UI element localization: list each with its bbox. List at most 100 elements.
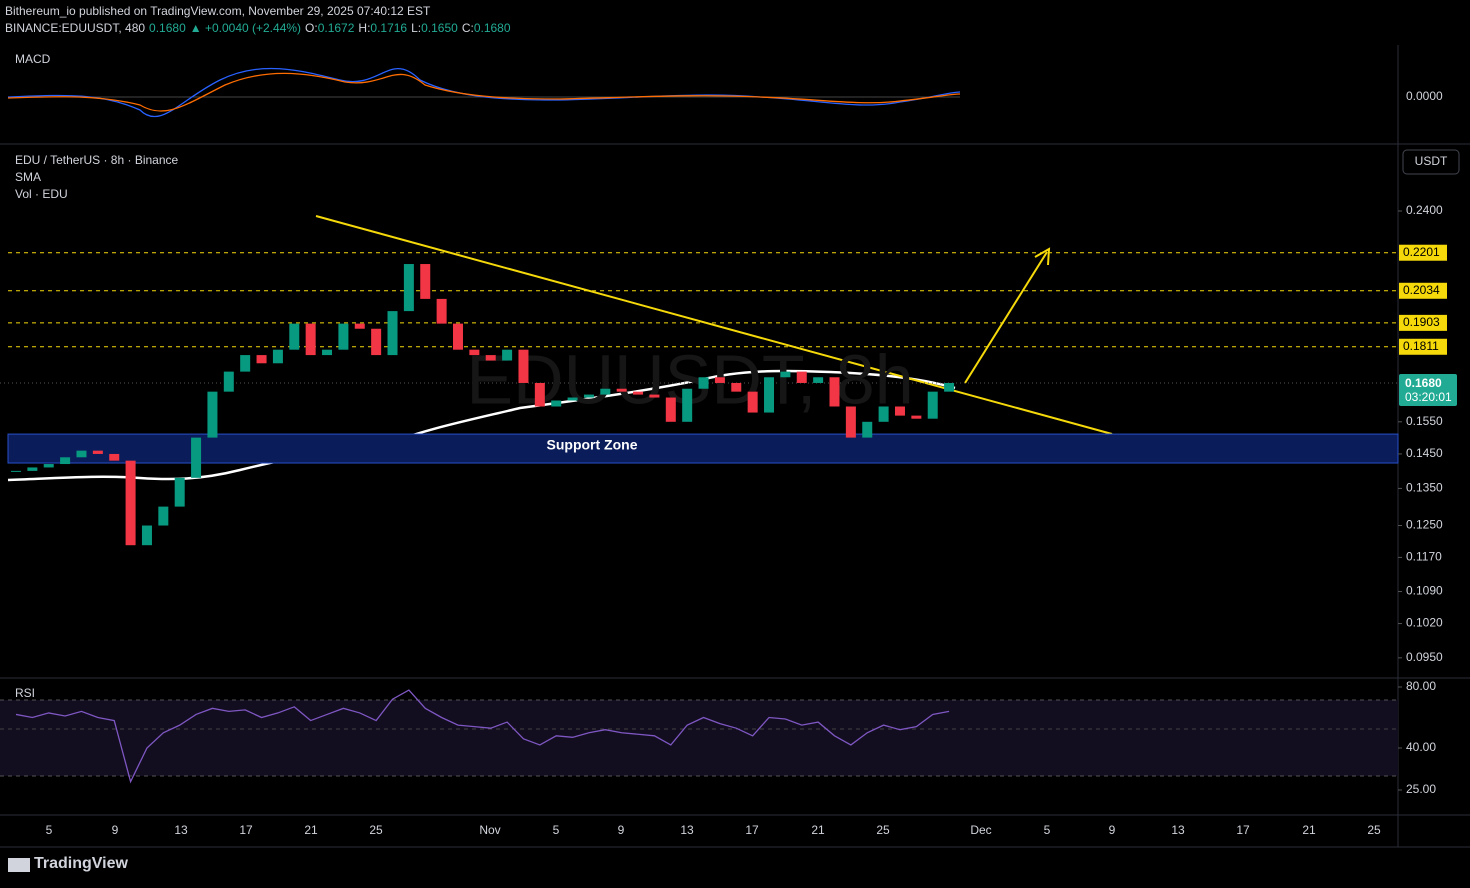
x-tick-label: 17: [745, 823, 759, 837]
quote-o-label: O:: [305, 21, 318, 35]
x-tick-label: 9: [112, 823, 119, 837]
x-tick-label: 9: [1109, 823, 1116, 837]
content: Bithereum_io published on TradingView.co…: [5, 4, 1460, 872]
candle: [796, 371, 807, 383]
support-label: Support Zone: [547, 437, 638, 453]
candle: [813, 377, 824, 383]
candle: [403, 264, 414, 312]
candle: [76, 450, 87, 458]
candle: [665, 397, 676, 422]
countdown: 03:20:01: [1405, 390, 1452, 404]
candle: [223, 371, 234, 392]
quote-h-label: H:: [358, 21, 370, 35]
candle: [256, 355, 267, 364]
x-tick-label: Dec: [970, 823, 991, 837]
candle: [534, 382, 545, 407]
candle: [567, 397, 578, 401]
candle: [485, 355, 496, 361]
candle: [11, 470, 21, 472]
footer-brand: TradingView: [34, 855, 129, 872]
candle: [714, 377, 725, 383]
candle: [764, 377, 775, 413]
layout: [0, 45, 1470, 872]
y-tick-label: 0.1550: [1406, 414, 1443, 428]
x-tick-label: 5: [1044, 823, 1051, 837]
y-tick-label: 0.1450: [1406, 446, 1443, 460]
candle: [878, 406, 889, 422]
quote-last: 0.1680: [149, 21, 186, 35]
x-tick-label: 9: [618, 823, 625, 837]
candle: [305, 323, 316, 356]
candle: [240, 355, 251, 372]
y-tick-label: 0.1090: [1406, 584, 1443, 598]
sma-legend: SMA: [15, 170, 41, 184]
candle: [551, 400, 562, 407]
y-tick-label: 0.1350: [1406, 481, 1443, 495]
candle: [682, 388, 693, 422]
quote-c: 0.1680: [474, 21, 511, 35]
candle: [616, 388, 627, 392]
vol-legend: Vol · EDU: [15, 187, 68, 201]
level-label: 0.1903: [1403, 315, 1440, 329]
candle: [109, 453, 120, 461]
quote-change: ▲ +0.0040 (+2.44%): [190, 21, 301, 35]
level-box: [1399, 282, 1447, 299]
quote-l: 0.1650: [421, 21, 458, 35]
macd-title: MACD: [15, 52, 51, 66]
level-box: [1399, 314, 1447, 331]
candle: [174, 477, 185, 507]
candle: [862, 421, 873, 438]
rsi-line: [15, 689, 950, 784]
rsi-tick-label: 40.00: [1406, 740, 1436, 754]
level-label: 0.2201: [1403, 245, 1440, 259]
x-tick-label: 17: [1236, 823, 1250, 837]
quote-symbol: BINANCE:EDUUSDT, 480: [5, 21, 145, 35]
candle: [469, 349, 480, 356]
header-line: Bithereum_io published on TradingView.co…: [5, 4, 431, 18]
x-tick-label: Nov: [479, 823, 500, 837]
header-quote: BINANCE:EDUUSDT, 480 0.1680 ▲ +0.0040 (+2.…: [5, 21, 511, 35]
level-label: 0.1811: [1403, 339, 1439, 353]
main-title: EDU / TetherUS · 8h · Binance: [15, 153, 179, 167]
price-box: [1399, 373, 1457, 406]
candle: [43, 464, 54, 468]
candle: [829, 377, 840, 407]
rsi-title: RSI: [15, 686, 35, 700]
x-tick-label: 5: [46, 823, 53, 837]
candle: [272, 349, 283, 364]
candle: [387, 311, 398, 356]
support-zone: [7, 433, 1399, 464]
quote-o: 0.1672: [318, 21, 355, 35]
quote-c-label: C:: [462, 21, 474, 35]
candle: [518, 349, 529, 383]
x-tick-label: 13: [174, 823, 188, 837]
quote-h: 0.1716: [370, 21, 407, 35]
rsi-tick-label: 25.00: [1406, 782, 1436, 796]
price-label: 0.1680: [1405, 376, 1442, 390]
candle: [894, 406, 905, 416]
x-tick-label: 25: [876, 823, 890, 837]
quote-l-label: L:: [411, 21, 421, 35]
candle: [502, 349, 513, 361]
x-tick-label: 13: [1171, 823, 1185, 837]
x-tick-label: 25: [1367, 823, 1381, 837]
candle: [845, 406, 856, 438]
x-tick-label: 21: [811, 823, 825, 837]
level-box: [1399, 338, 1447, 355]
currency-box: [1402, 149, 1460, 175]
macd-zero: 0.0000: [1406, 89, 1443, 103]
currency: USDT: [1415, 154, 1448, 168]
y-tick-label: 0.1170: [1406, 550, 1442, 564]
candle: [92, 450, 103, 454]
y-tick-label: 0.1250: [1406, 518, 1443, 532]
candle: [191, 437, 202, 478]
candle: [633, 391, 644, 395]
candle: [125, 460, 136, 546]
candle: [731, 382, 742, 392]
candle: [600, 388, 611, 395]
y-tick-label: 0.1020: [1406, 616, 1443, 630]
x-tick-label: 17: [239, 823, 253, 837]
candle: [158, 506, 169, 526]
level-box: [1399, 244, 1447, 261]
